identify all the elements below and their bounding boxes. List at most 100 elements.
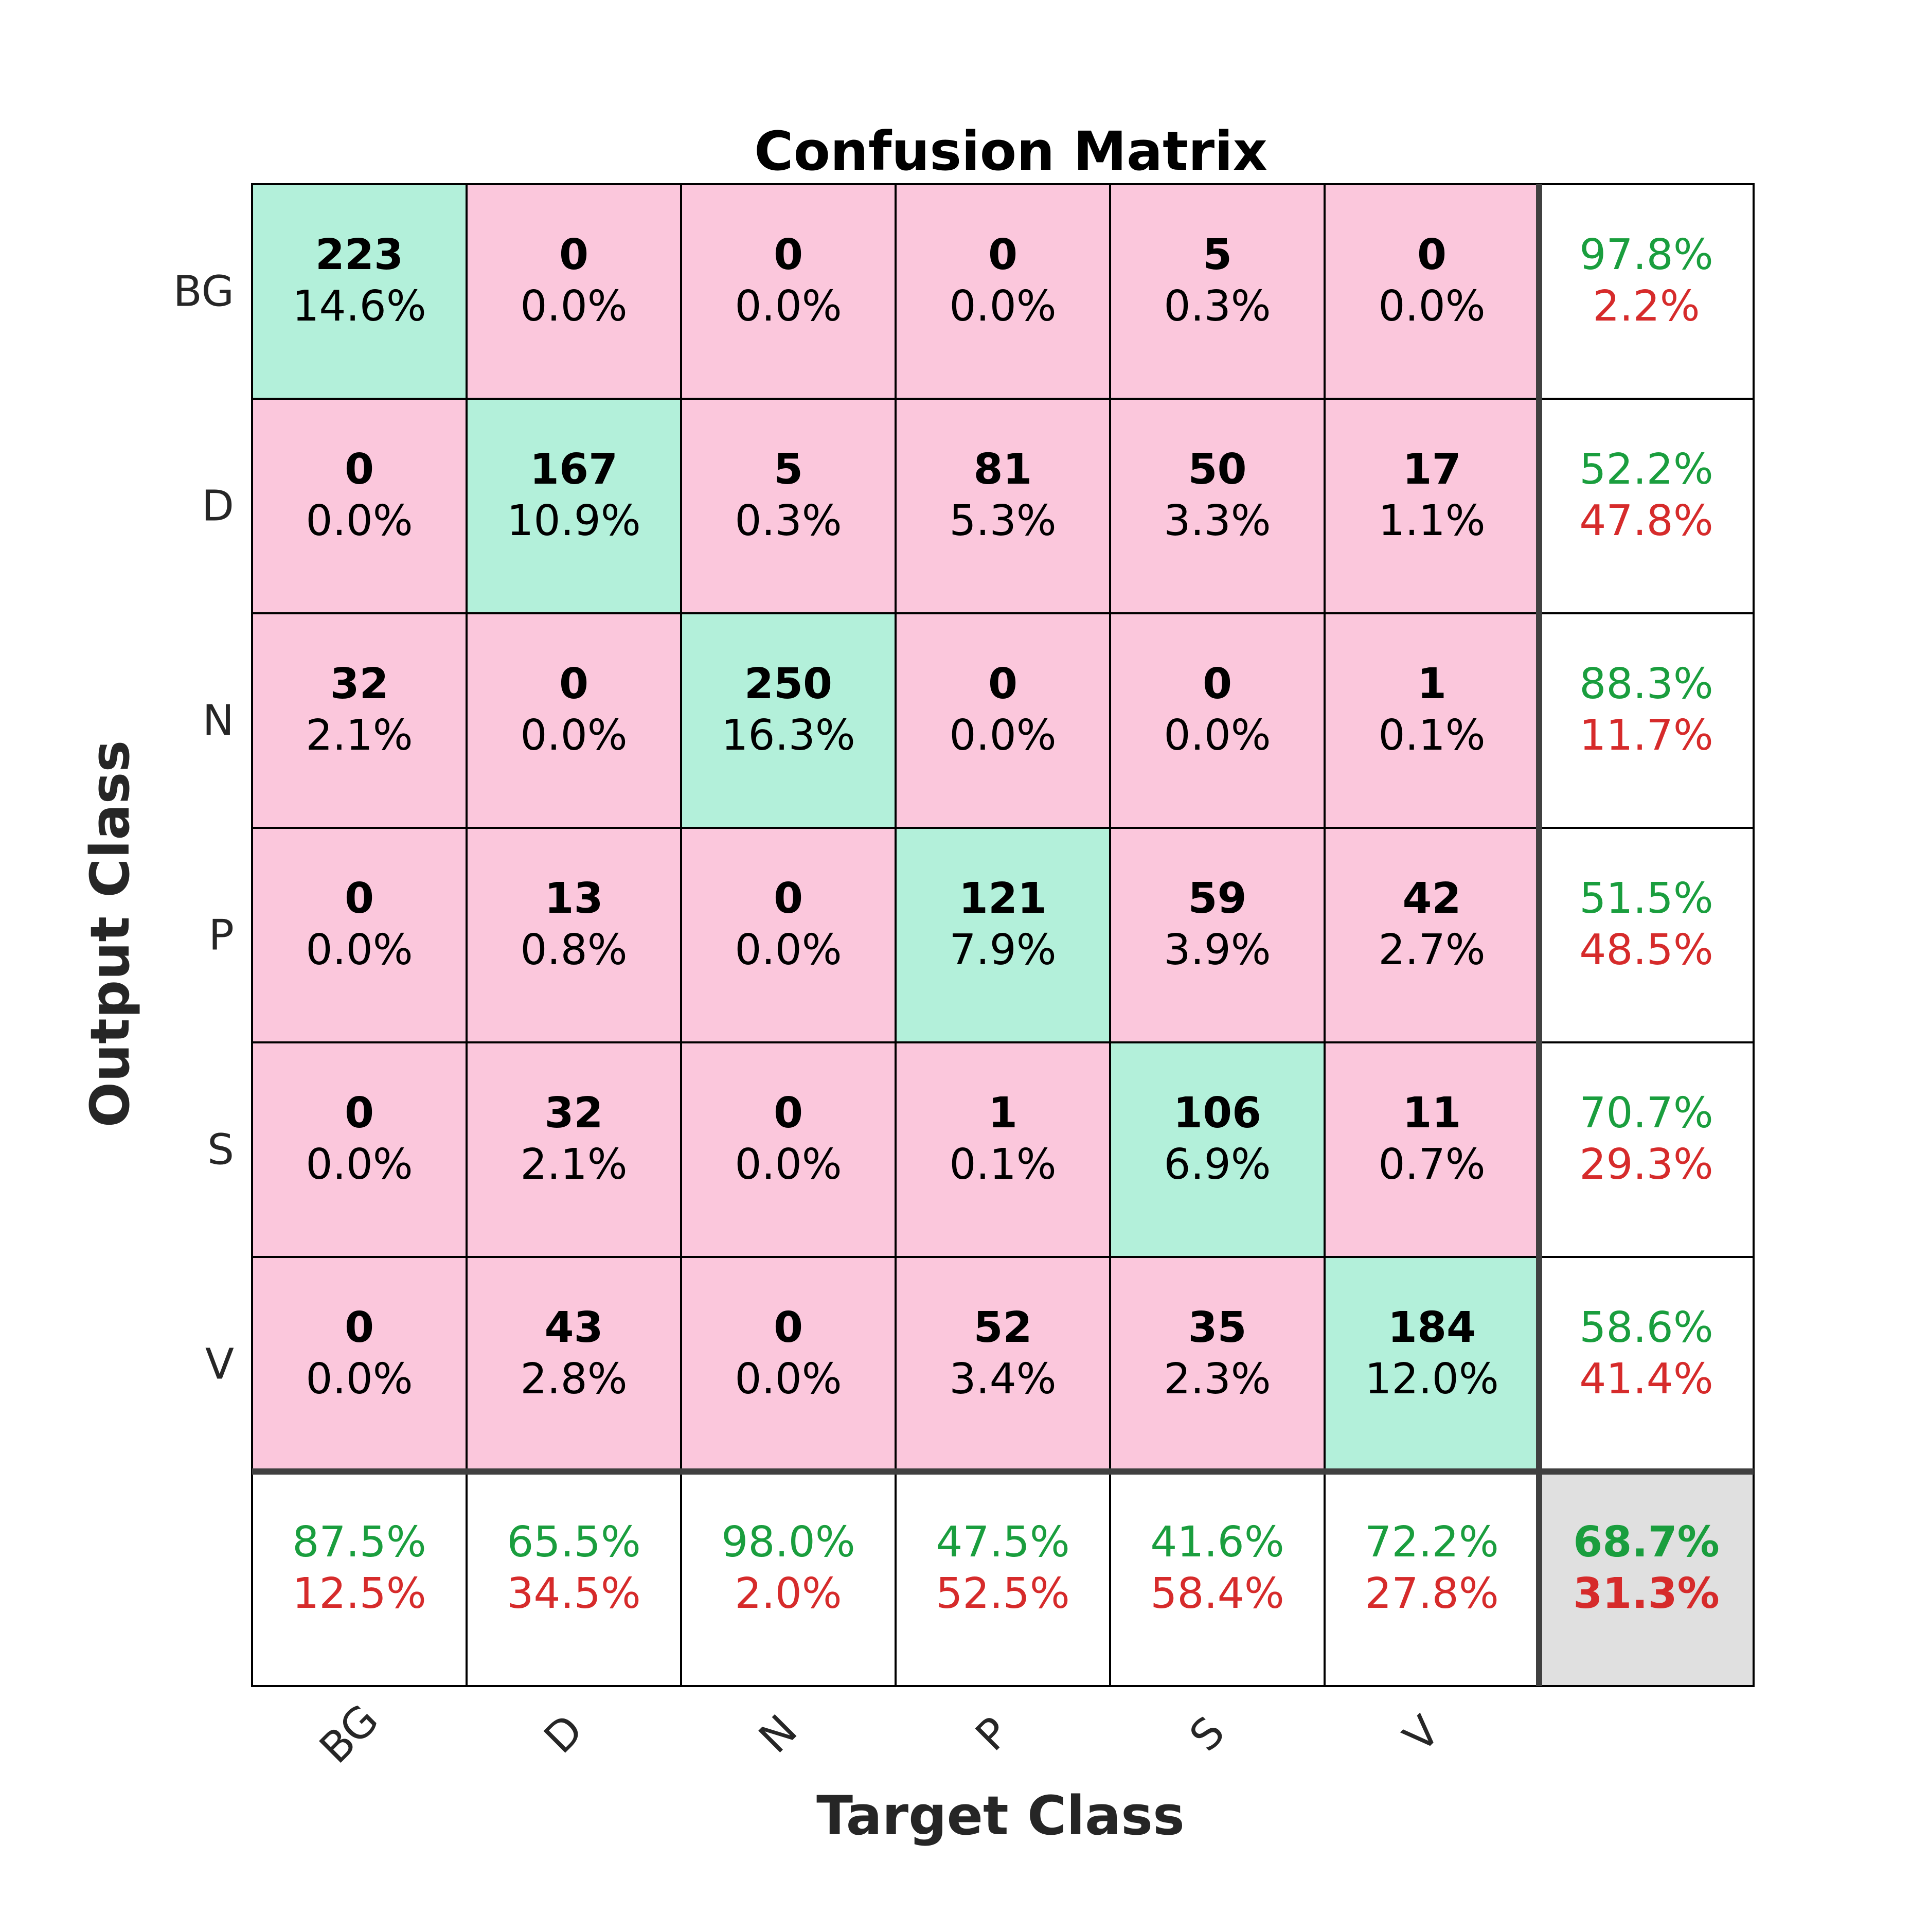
cell-count: 81 [973, 445, 1032, 494]
cell-percent: 14.6% [292, 282, 426, 331]
matrix-cell [466, 398, 682, 614]
cell-count: 0 [559, 660, 588, 708]
cell-percent: 7.9% [949, 926, 1056, 974]
cell-count: 250 [744, 660, 832, 708]
col-recall: 65.5% [507, 1518, 641, 1567]
x-tick-label: S [1181, 1708, 1234, 1761]
col-recall: 98.0% [721, 1518, 855, 1567]
cell-percent: 2.8% [520, 1355, 627, 1404]
col-error: 12.5% [292, 1569, 426, 1618]
y-tick-label: BG [173, 268, 234, 316]
overall-error: 31.3% [1573, 1569, 1719, 1618]
cell-count: 13 [544, 874, 603, 923]
matrix-cell [895, 612, 1111, 829]
cell-count: 11 [1402, 1089, 1461, 1138]
col-summary-cell [895, 1470, 1111, 1687]
row-precision: 97.8% [1579, 231, 1713, 279]
cell-percent: 0.0% [520, 282, 627, 331]
col-error: 34.5% [507, 1569, 641, 1618]
matrix-cell [1109, 827, 1326, 1043]
matrix-cell [251, 827, 468, 1043]
cell-count: 0 [774, 874, 803, 923]
matrix-cell [680, 827, 897, 1043]
matrix-cell [251, 183, 468, 400]
row-summary-cell [1538, 827, 1755, 1043]
matrix-cell [466, 183, 682, 400]
cell-count: 0 [345, 1089, 374, 1138]
cell-percent: 0.1% [949, 1140, 1056, 1189]
cell-count: 184 [1388, 1303, 1476, 1352]
cell-count: 106 [1173, 1089, 1261, 1138]
y-tick-label: P [209, 911, 234, 960]
cell-percent: 2.7% [1378, 926, 1485, 974]
row-precision: 88.3% [1579, 660, 1713, 708]
cell-count: 5 [1203, 231, 1232, 279]
cell-percent: 0.0% [735, 1355, 842, 1404]
y-tick-label: N [203, 697, 234, 746]
cell-count: 42 [1402, 874, 1461, 923]
row-summary-cell [1538, 1256, 1755, 1473]
overall-accuracy: 68.7% [1573, 1518, 1719, 1567]
cell-percent: 2.1% [520, 1140, 627, 1189]
cell-count: 32 [330, 660, 388, 708]
matrix-cell [466, 827, 682, 1043]
cell-percent: 3.9% [1164, 926, 1271, 974]
cell-count: 0 [774, 1089, 803, 1138]
matrix-cell [895, 183, 1111, 400]
row-error: 29.3% [1579, 1140, 1713, 1189]
cell-count: 223 [315, 231, 403, 279]
cell-count: 0 [1203, 660, 1232, 708]
cell-percent: 2.3% [1164, 1355, 1271, 1404]
overall-cell [1538, 1470, 1755, 1687]
matrix-cell [1109, 1041, 1326, 1258]
row-error: 2.2% [1593, 282, 1700, 331]
col-recall: 72.2% [1365, 1518, 1499, 1567]
cell-percent: 0.0% [306, 497, 413, 545]
cell-count: 32 [544, 1089, 603, 1138]
col-recall: 47.5% [936, 1518, 1070, 1567]
matrix-cell [251, 612, 468, 829]
cell-count: 17 [1402, 445, 1461, 494]
row-summary-cell [1538, 183, 1755, 400]
cell-count: 0 [559, 231, 588, 279]
matrix-cell [1109, 612, 1326, 829]
row-precision: 51.5% [1579, 874, 1713, 923]
col-error: 2.0% [735, 1569, 842, 1618]
matrix-cell [680, 1041, 897, 1258]
x-tick-label: D [535, 1706, 593, 1763]
cell-percent: 0.3% [1164, 282, 1271, 331]
cell-percent: 0.7% [1378, 1140, 1485, 1189]
matrix-cell [1109, 183, 1326, 400]
col-recall: 87.5% [292, 1518, 426, 1567]
x-tick-label: P [967, 1708, 1019, 1760]
cell-count: 50 [1188, 445, 1246, 494]
cell-percent: 3.4% [949, 1355, 1056, 1404]
matrix-cell [1324, 612, 1540, 829]
cell-count: 0 [345, 874, 374, 923]
matrix-cells: 22314.6%00.0%00.0%00.0%50.3%00.0%00.0%16… [173, 183, 1755, 1773]
cell-count: 35 [1188, 1303, 1246, 1352]
cell-percent: 0.0% [520, 711, 627, 760]
cell-count: 5 [774, 445, 803, 494]
cell-percent: 16.3% [721, 711, 855, 760]
row-precision: 70.7% [1579, 1089, 1713, 1138]
cell-percent: 12.0% [1365, 1355, 1499, 1404]
x-tick-label: V [1395, 1707, 1450, 1762]
cell-percent: 0.0% [306, 1355, 413, 1404]
matrix-cell [1324, 398, 1540, 614]
cell-percent: 3.3% [1164, 497, 1271, 545]
col-error: 27.8% [1365, 1569, 1499, 1618]
y-tick-label: S [207, 1126, 234, 1175]
col-summary-cell [1324, 1470, 1540, 1687]
cell-percent: 0.0% [306, 926, 413, 974]
cell-percent: 2.1% [306, 711, 413, 760]
matrix-cell [895, 827, 1111, 1043]
matrix-cell [1109, 1256, 1326, 1473]
cell-percent: 0.1% [1378, 711, 1485, 760]
cell-percent: 5.3% [949, 497, 1056, 545]
matrix-cell [1324, 1256, 1540, 1473]
row-error: 48.5% [1579, 926, 1713, 974]
cell-count: 0 [1417, 231, 1446, 279]
